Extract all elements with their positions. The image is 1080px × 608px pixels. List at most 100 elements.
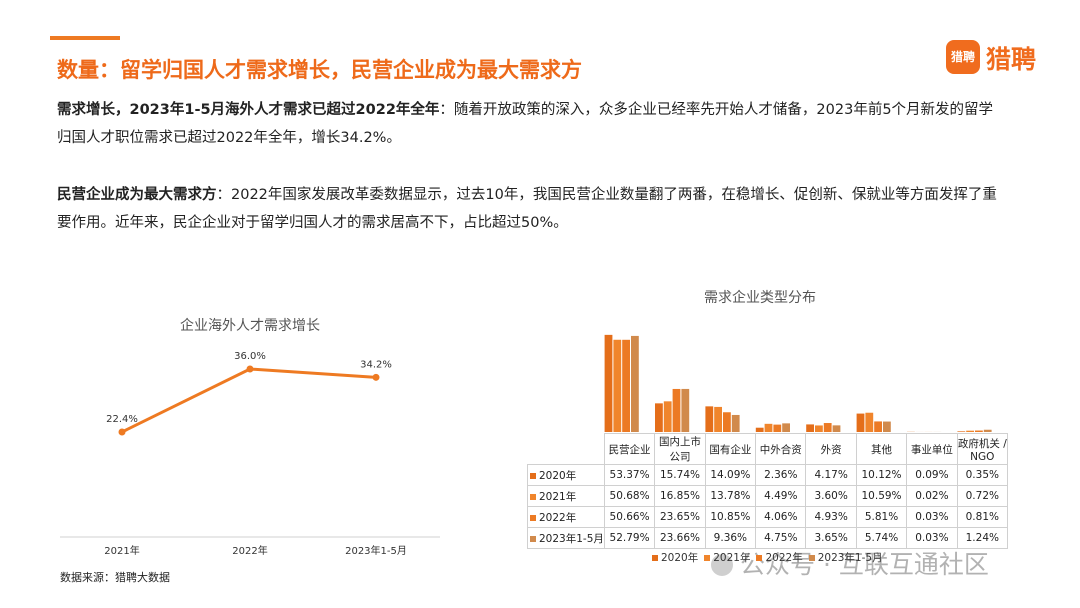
- text: ：2022年国家发展改革委数据显示，过去10年，我国民营企业数量翻了两番，在稳增…: [57, 187, 997, 231]
- series-name: 2020年: [539, 469, 577, 482]
- header-row: 民营企业 国内上市公司 国有企业 中外合资 外资 其他 事业单位 政府机关 / NGO: [528, 433, 1009, 465]
- bar: [883, 421, 891, 432]
- watermark-icon: [711, 554, 733, 576]
- bar: [613, 339, 622, 432]
- legend: 2020年 2021年 2022年 2023年1-5月: [652, 550, 889, 565]
- value-cell: 15.74%: [654, 464, 706, 486]
- watermark: 公众号 · 互联互通社区: [740, 550, 989, 579]
- bar: [975, 430, 983, 432]
- source: 数据来源：猎聘大数据: [60, 570, 170, 584]
- logo: 猎聘: [986, 45, 1037, 74]
- swatch: [530, 535, 536, 542]
- data-label: 34.2%: [360, 359, 392, 370]
- value-cell: 23.65%: [654, 506, 706, 528]
- value-cell: 53.37%: [603, 464, 656, 486]
- value-cell: 0.72%: [956, 485, 1009, 507]
- value-cell: 0.35%: [956, 464, 1009, 486]
- category-label: 事业单位: [906, 433, 958, 465]
- value-cell: 0.03%: [906, 506, 958, 528]
- value-cell: 50.66%: [603, 506, 656, 528]
- bar: [773, 424, 782, 432]
- value-cell: 4.49%: [755, 485, 807, 507]
- value-cell: 13.78%: [704, 485, 757, 507]
- bar: [672, 388, 681, 432]
- bar: [705, 406, 714, 432]
- legend-label: 2020年: [661, 552, 699, 564]
- paragraph: 需求增长，2023年1-5月海外人才需求已超过2022年全年：随着开放政策的深入…: [57, 96, 1002, 152]
- line: [121, 367, 377, 434]
- category-label: 中外合资: [755, 433, 807, 465]
- category-label: 其他: [855, 433, 908, 465]
- value-cell: 0.02%: [906, 485, 958, 507]
- bar: [865, 412, 874, 432]
- value-cell: 4.06%: [755, 506, 807, 528]
- swatch: [756, 555, 763, 561]
- category-label: 政府机关 / NGO: [956, 433, 1009, 465]
- x-tick-label: 2021年: [104, 544, 139, 557]
- legend-item: 2022年: [756, 552, 803, 564]
- bar: [806, 424, 814, 432]
- value-cell: 3.65%: [805, 527, 857, 549]
- swatch: [530, 514, 536, 521]
- value-cell: 0.81%: [956, 506, 1009, 528]
- value-cell: 5.74%: [855, 527, 908, 549]
- legend-item: 2023年1-5月: [808, 552, 883, 564]
- legend-label: 2023年1-5月: [817, 552, 883, 564]
- legend-item: 2020年: [652, 552, 698, 564]
- row-label: 2021年: [527, 485, 605, 507]
- legend-label: 2021年: [713, 552, 751, 564]
- data-label: 22.4%: [106, 414, 138, 425]
- chart-title: 企业海外人才需求增长: [180, 317, 320, 334]
- value-cell: 5.81%: [855, 506, 908, 528]
- data-label: 36.0%: [234, 351, 266, 362]
- point: [118, 428, 126, 436]
- point: [372, 373, 380, 381]
- swatch: [530, 472, 536, 479]
- value-cell: 4.75%: [755, 527, 807, 549]
- bar: [823, 423, 832, 432]
- value-cell: 52.79%: [603, 527, 656, 549]
- bar: [874, 421, 882, 432]
- bar: [681, 388, 690, 432]
- category-label: 民营企业: [603, 433, 656, 465]
- value-cell: 9.36%: [704, 527, 757, 549]
- value-cell: 14.09%: [704, 464, 757, 486]
- value-cell: 2.36%: [755, 464, 807, 486]
- swatch: [704, 555, 711, 561]
- x-tick-label: 2022年: [232, 544, 267, 557]
- row-label: 2020年: [527, 464, 605, 486]
- bar: [966, 430, 974, 432]
- category-label: 国内上市公司: [654, 433, 706, 465]
- chart-title: 需求企业类型分布: [704, 289, 816, 306]
- value-cell: 23.66%: [654, 527, 706, 549]
- legend-item: 2021年: [704, 552, 750, 564]
- bar: [631, 335, 639, 432]
- data-row: 2022年 50.66% 23.65% 10.85% 4.06% 4.93% 5.81% 0.…: [527, 506, 1009, 528]
- bar: [663, 401, 672, 432]
- data-row: 2021年 50.68% 16.85% 13.78% 4.49% 3.60% 10.59% 0…: [527, 485, 1009, 507]
- bar: [723, 412, 731, 432]
- series-name: 2021年: [539, 490, 577, 503]
- paragraph: 民营企业成为最大需求方：2022年国家发展改革委数据显示，过去10年，我国民营企…: [57, 181, 1002, 237]
- swatch: [808, 555, 815, 561]
- bar: [957, 431, 966, 432]
- swatch: [530, 493, 536, 500]
- series-name: 2022年: [539, 511, 577, 524]
- value-cell: 4.93%: [805, 506, 857, 528]
- value-cell: 3.60%: [805, 485, 857, 507]
- category-label: 外资: [805, 433, 857, 465]
- bar: [622, 339, 630, 432]
- value-cell: 0.03%: [906, 527, 958, 549]
- bar: [815, 425, 823, 432]
- lead: 需求增长，2023年1-5月海外人才需求已超过2022年全年: [57, 102, 440, 118]
- bar: [782, 423, 790, 432]
- bar: [714, 406, 722, 432]
- data-row: 2023年1-5月 52.79% 23.66% 9.36% 4.75% 3.65% 5.74…: [527, 527, 1009, 549]
- bar: [983, 429, 992, 432]
- title: 数量：留学归国人才需求增长，民营企业成为最大需求方: [57, 58, 582, 82]
- bar: [764, 423, 773, 432]
- data-row: 2020年 53.37% 15.74% 14.09% 2.36% 4.17% 10.12% 0…: [527, 464, 1009, 486]
- category-label: 国有企业: [704, 433, 757, 465]
